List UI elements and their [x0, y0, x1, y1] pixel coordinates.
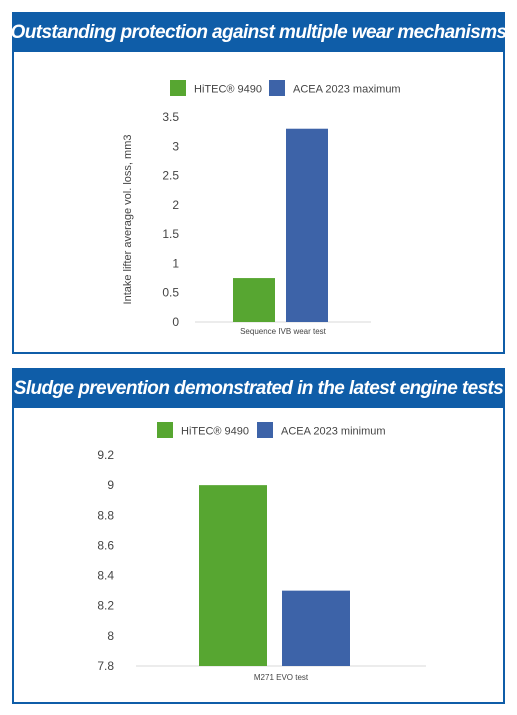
- y-tick-label: 3.5: [162, 110, 179, 124]
- legend-swatch-0: [157, 422, 173, 438]
- bar-0: [199, 485, 267, 666]
- wear-chart: HiTEC® 9490 ACEA 2023 maximum Intake lifte…: [122, 80, 401, 336]
- y-tick-label: 1: [172, 256, 179, 270]
- y-tick-label: 7.8: [97, 659, 114, 673]
- legend-swatch-1: [269, 80, 285, 96]
- y-tick-label: 1.5: [162, 227, 179, 241]
- y-tick-label: 9.2: [97, 448, 114, 462]
- legend-label-0: HiTEC® 9490: [181, 426, 249, 438]
- y-tick-label: 8.2: [97, 599, 114, 613]
- category-label: Sequence IVB wear test: [240, 327, 327, 336]
- wear-protection-panel: Outstanding protection against multiple …: [11, 12, 507, 354]
- legend-label-1: ACEA 2023 maximum: [293, 84, 401, 96]
- wear-panel-title: Outstanding protection against multiple …: [10, 22, 508, 43]
- y-tick-label: 0: [172, 315, 179, 329]
- sludge-prevention-panel: Sludge prevention demonstrated in the la…: [12, 368, 505, 704]
- y-tick-label: 3: [172, 139, 179, 153]
- legend-swatch-0: [170, 80, 186, 96]
- y-tick-label: 8.8: [97, 508, 114, 522]
- sludge-panel-header: Sludge prevention demonstrated in the la…: [13, 370, 504, 408]
- y-tick-label: 8: [107, 629, 114, 643]
- legend-label-0: HiTEC® 9490: [194, 84, 262, 96]
- y-tick-label: 0.5: [162, 286, 179, 300]
- sludge-panel-title: Sludge prevention demonstrated in the la…: [13, 378, 504, 399]
- wear-panel-header: Outstanding protection against multiple …: [11, 14, 507, 52]
- y-axis-label: Intake lifter average vol. loss, mm3: [122, 135, 134, 305]
- legend-label-1: ACEA 2023 minimum: [281, 426, 386, 438]
- legend-swatch-1: [257, 422, 273, 438]
- y-tick-label: 9: [107, 478, 114, 492]
- y-tick-label: 8.4: [97, 569, 114, 583]
- bar-1: [282, 590, 350, 666]
- sludge-chart: HiTEC® 9490 ACEA 2023 minimum 7.8 8 8.2 8.4 8.…: [97, 422, 426, 682]
- bar-1: [286, 128, 328, 322]
- bar-0: [233, 278, 275, 322]
- y-tick-label: 2.5: [162, 169, 179, 183]
- y-tick-label: 2: [172, 198, 179, 212]
- category-label: M271 EVO test: [254, 673, 309, 682]
- y-tick-label: 8.6: [97, 538, 114, 552]
